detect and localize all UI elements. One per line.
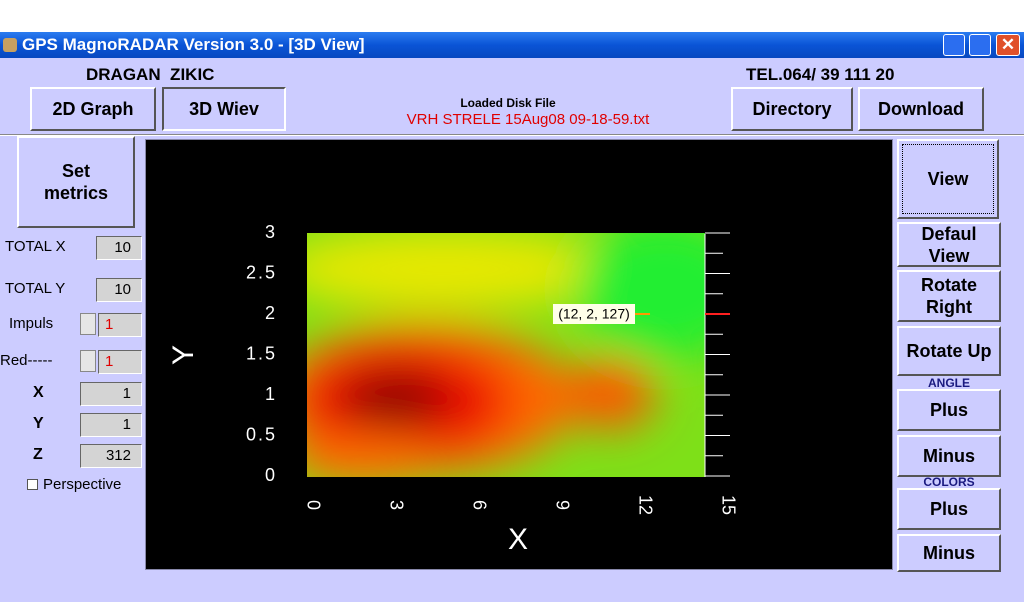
- close-button[interactable]: ✕: [996, 34, 1020, 56]
- title: GPS MagnoRADAR Version 3.0 - [3D View]: [22, 35, 365, 54]
- body: GPS MagnoRADAR Version 3.0 - [3D View] ✕…: [0, 32, 1024, 602]
- field-value[interactable]: 1: [80, 413, 142, 437]
- angle-minus-button[interactable]: Minus: [897, 435, 1001, 477]
- view-button[interactable]: View: [897, 139, 999, 219]
- angle-plus-button[interactable]: Plus: [897, 389, 1001, 431]
- plot-svg: 0 0.5 1 1.5 2 2.5 3 0 3 6 9 12 15 (12, 2, 127) Y X: [167, 222, 738, 556]
- toolbar-button[interactable]: 3D Wiev: [162, 87, 286, 131]
- loaded-file: VRH STRELE 15Aug08 09-18-59.txt: [406, 111, 650, 128]
- spinner[interactable]: [80, 313, 96, 335]
- field-label: Red-----: [0, 352, 53, 369]
- field-value[interactable]: 1: [98, 350, 142, 374]
- set-metrics-button[interactable]: Set metrics: [17, 136, 135, 228]
- field-value[interactable]: 1: [98, 313, 142, 337]
- toolbar-button[interactable]: Download: [858, 87, 984, 131]
- window: DRAGAN ZIKIC TEL.064/ 39 111 20 2D Graph…: [0, 58, 1024, 602]
- app-icon: [3, 38, 17, 52]
- field-label: Z: [33, 446, 43, 463]
- y-tick-label: 1: [265, 384, 277, 404]
- field-label: TOTAL Y: [5, 280, 66, 297]
- y-tick-label: 0.5: [246, 424, 277, 444]
- toolbar-button[interactable]: Directory: [731, 87, 853, 131]
- minimize-button[interactable]: [943, 34, 965, 56]
- annotation-box: [553, 304, 635, 324]
- restore-button[interactable]: [969, 34, 991, 56]
- field-value[interactable]: 1: [80, 382, 142, 406]
- spinner[interactable]: [80, 350, 96, 372]
- x-tick-label: 0: [303, 500, 323, 510]
- y-tick-label: 2.5: [246, 262, 277, 282]
- x-axis-label: X: [508, 523, 528, 556]
- page: {"window": {"title": "GPS MagnoRADAR Ver…: [0, 32, 1024, 602]
- rotate-up-button[interactable]: Rotate Up: [897, 326, 1001, 376]
- default-view-button[interactable]: Defaul View: [897, 222, 1001, 267]
- perspective-label: Perspective: [43, 476, 122, 493]
- y-tick-label: 0: [265, 465, 277, 485]
- annotation: (12, 2, 127): [558, 306, 630, 322]
- owner: DRAGAN ZIKIC: [86, 65, 215, 84]
- field-value[interactable]: 10: [96, 236, 142, 260]
- phone: TEL.064/ 39 111 20: [746, 65, 895, 84]
- rotate-right-button[interactable]: Rotate Right: [897, 270, 1001, 322]
- x-tick-label: 15: [718, 495, 738, 515]
- plot-area: 0 0.5 1 1.5 2 2.5 3 0 3 6 9 12 15 (12, 2, 127) Y X: [145, 139, 893, 570]
- colors-label: COLORS: [923, 475, 975, 489]
- field-label: X: [33, 384, 44, 401]
- toolbar-button[interactable]: 2D Graph: [30, 87, 156, 131]
- y-tick-label: 1.5: [246, 343, 277, 363]
- x-tick-label: 3: [386, 500, 406, 510]
- field-value[interactable]: 10: [96, 278, 142, 302]
- heatmap: [307, 233, 705, 477]
- field-label: Y: [33, 415, 44, 432]
- ticks: 0 0.5 1 1.5 2 2.5 3 0 3 6 9 12 15: [246, 222, 738, 515]
- angle-label: ANGLE: [928, 376, 970, 390]
- field-value[interactable]: 312: [80, 444, 142, 468]
- separator: [0, 134, 1024, 136]
- y-tick-label: 2: [265, 303, 277, 323]
- x-tick-label: 6: [469, 500, 489, 510]
- x-tick-label: 9: [552, 500, 572, 510]
- x-tick-label: 12: [635, 495, 655, 515]
- y-axis-label: Y: [167, 345, 200, 365]
- field-label: TOTAL X: [5, 238, 66, 255]
- field-label: Impuls: [9, 315, 54, 332]
- colors-plus-button[interactable]: Plus: [897, 488, 1001, 530]
- checkbox[interactable]: [27, 479, 38, 490]
- y-tick-label: 3: [265, 222, 277, 242]
- loaded-label: Loaded Disk File: [460, 96, 556, 110]
- colors-minus-button[interactable]: Minus: [897, 534, 1001, 572]
- title-bar: GPS MagnoRADAR Version 3.0 - [3D View] ✕: [0, 32, 1024, 58]
